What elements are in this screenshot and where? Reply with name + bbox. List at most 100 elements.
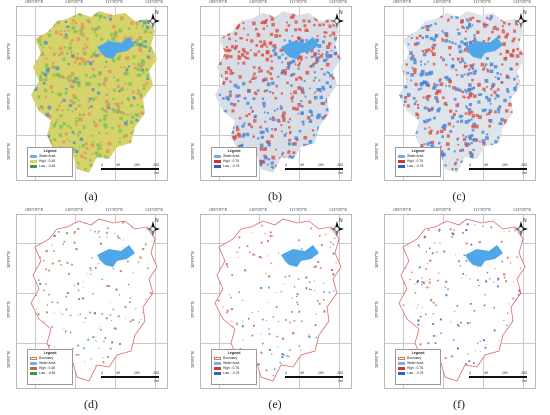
legend-swatch	[398, 361, 405, 365]
scale-label: 0	[285, 163, 287, 167]
legend-title: Legend	[411, 351, 425, 355]
north-label: N	[523, 10, 527, 16]
legend-swatch	[398, 164, 405, 168]
scale-label: 0	[285, 371, 287, 375]
legend-item: High : 0.75	[214, 159, 254, 163]
legend-swatch	[214, 154, 221, 158]
legend-label: Low : -0.75	[223, 371, 240, 375]
legend-item: High : 0.75	[214, 366, 254, 370]
latitude-label: 29°0'0"N	[190, 301, 195, 318]
lake-water-area	[281, 245, 319, 267]
longitude-label: 112°0'0"E	[144, 207, 164, 212]
legend-item: Low : -0.75	[214, 164, 254, 168]
province-map	[31, 11, 157, 173]
legend-swatch	[214, 361, 221, 365]
legend-swatch	[214, 356, 221, 360]
province-boundary	[214, 218, 342, 382]
legend-label: High : 0.75	[223, 159, 239, 163]
scale-unit: Km	[154, 171, 159, 175]
longitude-label: 110°0'0"E	[64, 0, 84, 4]
legend-label: Boundary	[39, 356, 54, 360]
map-frame: N Legend Boundary Water Area High : 0.75 Low …	[384, 214, 536, 389]
latitude-label: 28°0'0"N	[190, 143, 195, 160]
latitude-label: 28°0'0"N	[6, 351, 11, 368]
legend-swatch	[398, 154, 405, 158]
map-frame: N Legend Boundary Water Area High : 0.75 Low …	[200, 214, 352, 389]
legend-swatch	[214, 366, 221, 370]
legend-item: Low : -0.75	[214, 371, 254, 375]
legend-swatch	[398, 159, 405, 163]
legend-label: High : 0.75	[407, 159, 423, 163]
raster-pixels	[31, 11, 157, 173]
north-label: N	[155, 218, 159, 224]
legend-item: Water Area	[398, 154, 438, 158]
map-legend: Legend Water Area High : 0.75 Low : -0.75	[395, 147, 441, 177]
legend-label: Water Area	[39, 154, 56, 158]
graticule-line	[523, 215, 524, 388]
province-area	[399, 219, 525, 381]
scale-unit: Km	[338, 171, 343, 175]
scale-bar: 0 50 100 200 Km	[469, 371, 528, 383]
legend-swatch	[398, 356, 405, 360]
scale-bar: 0 50 100 200 Km	[285, 163, 344, 175]
longitude-label: 110°0'0"E	[432, 207, 452, 212]
scale-label: 0	[469, 163, 471, 167]
scale-label: 200	[337, 163, 343, 167]
latitude-label: 30°0'0"N	[6, 251, 11, 268]
latitude-label: 29°0'0"N	[374, 93, 379, 110]
legend-item: Low : -0.46	[30, 164, 70, 168]
legend-swatch	[30, 159, 37, 163]
legend-swatch	[30, 356, 37, 360]
legend-swatch	[30, 371, 37, 375]
north-label: N	[339, 218, 343, 224]
map-legend: Legend Boundary Water Area High : 0.75 Low :…	[395, 349, 441, 385]
legend-item: Water Area	[30, 361, 70, 365]
scale-label: 50	[484, 371, 489, 375]
latitude-label: 29°0'0"N	[6, 93, 11, 110]
map-legend: Legend Boundary Water Area High : 0.48 Low :…	[27, 349, 73, 385]
latitude-label: 28°0'0"N	[6, 143, 11, 160]
latitude-label: 30°0'0"N	[190, 43, 195, 60]
legend-item: Water Area	[214, 154, 254, 158]
latitude-label: 30°0'0"N	[6, 43, 11, 60]
scale-label: 0	[469, 371, 471, 375]
longitude-label: 110°0'0"E	[432, 0, 452, 4]
scale-label: 50	[116, 163, 121, 167]
longitude-label: 110°0'0"E	[248, 0, 268, 4]
scale-label: 200	[521, 163, 527, 167]
panel-caption: (e)	[268, 397, 282, 411]
scale-unit: Km	[338, 379, 343, 383]
graticule-line	[339, 215, 340, 388]
province-area	[215, 219, 341, 381]
longitude-label: 112°0'0"E	[512, 207, 532, 212]
legend-label: Low : -0.75	[407, 371, 424, 375]
latitude-label: 30°0'0"N	[374, 43, 379, 60]
map-panel-b: 109°0'0"E 110°0'0"E 111°0'0"E 112°0'0"E 30°0…	[184, 0, 366, 205]
map-panel-e: 109°0'0"E 110°0'0"E 111°0'0"E 112°0'0"E 30°0…	[184, 207, 366, 413]
north-arrow-icon: N	[513, 10, 529, 31]
longitude-label: 109°0'0"E	[392, 0, 412, 4]
province-map	[30, 218, 158, 382]
scale-label: 50	[116, 371, 121, 375]
longitude-label: 109°0'0"E	[392, 207, 412, 212]
scale-label: 50	[300, 371, 305, 375]
longitude-label: 111°0'0"E	[288, 0, 308, 4]
legend-title: Legend	[411, 149, 425, 153]
legend-item: Boundary	[214, 356, 254, 360]
map-frame: N Legend Water Area High : 0.75 Low : -0.75 0…	[200, 6, 352, 181]
legend-label: High : 0.48	[39, 159, 55, 163]
longitude-label: 109°0'0"E	[24, 0, 44, 4]
raster-pixels	[399, 11, 525, 173]
legend-item: High : 0.48	[30, 366, 70, 370]
longitude-label: 110°0'0"E	[64, 207, 84, 212]
longitude-label: 111°0'0"E	[104, 0, 124, 4]
latitude-label: 28°0'0"N	[374, 351, 379, 368]
north-arrow-icon: N	[145, 218, 161, 239]
map-panel-f: 109°0'0"E 110°0'0"E 111°0'0"E 112°0'0"E 30°0…	[368, 207, 550, 413]
scale-label: 0	[101, 163, 103, 167]
graticule-line	[339, 7, 340, 180]
scale-label: 200	[153, 163, 159, 167]
legend-label: Boundary	[223, 356, 238, 360]
legend-swatch	[398, 371, 405, 375]
longitude-label: 111°0'0"E	[288, 207, 308, 212]
